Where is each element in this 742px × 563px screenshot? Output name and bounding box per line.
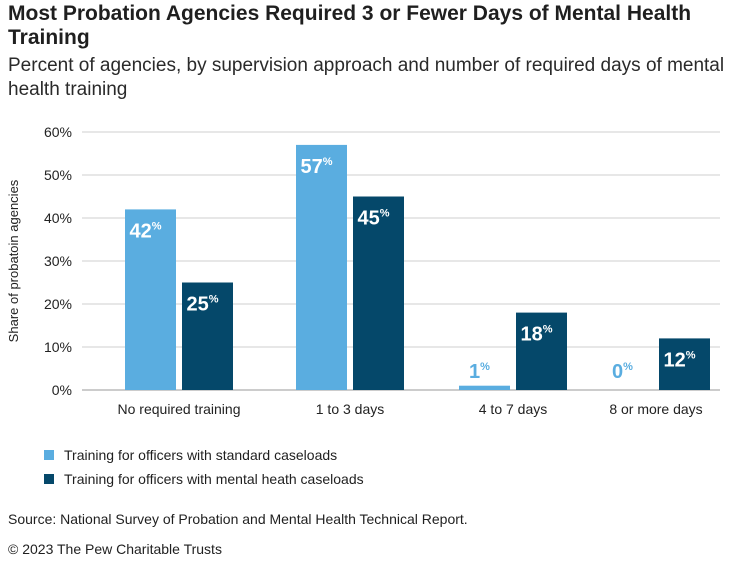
data-label: 1% [469, 361, 490, 383]
data-label-suffix: % [380, 208, 390, 220]
y-tick-label: 40% [44, 210, 72, 226]
data-label-suffix: % [152, 220, 162, 232]
chart-subtitle: Percent of agencies, by supervision appr… [8, 55, 725, 100]
legend-item-mental: Training for officers with mental heath … [44, 470, 364, 488]
bar [659, 338, 710, 390]
legend-label-standard: Training for officers with standard case… [64, 447, 338, 463]
y-tick-label: 60% [44, 124, 72, 140]
legend-swatch-mental [44, 474, 54, 484]
bar [353, 196, 404, 390]
data-label-suffix: % [480, 361, 490, 373]
category-label: 8 or more days [609, 401, 702, 417]
copyright: © 2023 The Pew Charitable Trusts [8, 541, 222, 557]
bar [516, 312, 567, 390]
legend-swatch-standard [44, 450, 54, 460]
chart-title: Most Probation Agencies Required 3 or Fe… [8, 2, 692, 49]
data-label-suffix: % [623, 361, 633, 373]
bar [125, 209, 176, 390]
y-tick-label: 20% [44, 296, 72, 312]
bar [459, 385, 510, 390]
bar-chart: 0% 10% 20% 30% 40% 50% 60% Share of probatoin a… [6, 124, 720, 417]
data-label-suffix: % [209, 294, 219, 306]
legend-item-standard: Training for officers with standard case… [44, 446, 337, 464]
source-note: Source: National Survey of Probation and… [8, 511, 468, 527]
category-label: 1 to 3 days [316, 401, 385, 417]
y-axis-title: Share of probatoin agencies [6, 179, 21, 342]
data-label-suffix: % [686, 349, 696, 361]
category-label: 4 to 7 days [479, 401, 548, 417]
data-label-suffix: % [323, 156, 333, 168]
data-label: 0% [612, 361, 633, 383]
y-tick-label: 30% [44, 253, 72, 269]
y-tick-label: 0% [52, 382, 72, 398]
data-label-suffix: % [543, 324, 553, 336]
legend-label-mental: Training for officers with mental heath … [64, 471, 364, 487]
y-tick-label: 10% [44, 339, 72, 355]
y-tick-label: 50% [44, 167, 72, 183]
bar [182, 282, 233, 390]
bar [296, 144, 347, 390]
category-label: No required training [118, 401, 241, 417]
